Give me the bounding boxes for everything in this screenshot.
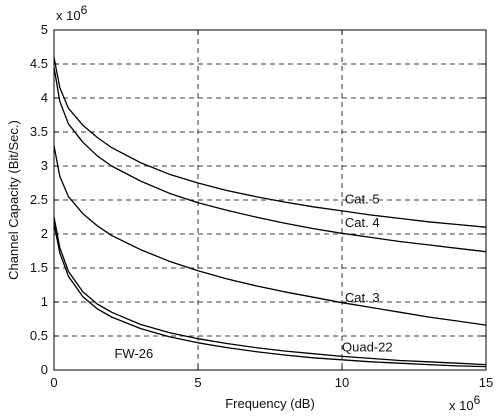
grid-lines: [54, 30, 486, 370]
tick-labels: 0 5 10 15 0 0.5 1 1.5 2 2.5 3 3.5 4 4.5 5: [30, 22, 493, 390]
series-annotation: Cat. 4: [345, 215, 380, 230]
series-line-fw-26: [53, 223, 487, 368]
x-tick-label: 0: [50, 375, 57, 390]
y-tick-label: 2: [41, 226, 48, 241]
series-line-cat-4: [53, 67, 487, 253]
y-tick-label: 4.5: [30, 56, 48, 71]
x-tick-label: 15: [479, 375, 493, 390]
y-tick-label: 3: [41, 158, 48, 173]
series-annotation: Cat. 3: [345, 290, 380, 305]
y-tick-label: 1: [41, 294, 48, 309]
series-annotations: Cat. 5 Cat. 4 Cat. 3 Quad-22 FW-26: [114, 191, 392, 360]
x-axis-label: Frequency (dB): [225, 396, 315, 411]
y-tick-label: 0: [41, 362, 48, 377]
x-tick-label: 5: [194, 375, 201, 390]
x-multiplier: x 106: [449, 393, 481, 413]
series-annotation: Quad-22: [342, 340, 393, 355]
series-line-cat-3: [53, 145, 487, 326]
y-tick-label: 1.5: [30, 260, 48, 275]
y-tick-label: 3.5: [30, 124, 48, 139]
y-tick-label: 5: [41, 22, 48, 37]
tick-marks: [53, 29, 487, 371]
y-tick-label: 0.5: [30, 328, 48, 343]
series-layer: [53, 57, 487, 368]
y-axis-label: Channel Capacity (Bit/Sec.): [6, 120, 21, 280]
series-line-quad-22: [53, 216, 487, 366]
y-tick-label: 2.5: [30, 192, 48, 207]
x-tick-label: 10: [335, 375, 349, 390]
series-line-cat-5: [53, 57, 487, 228]
y-multiplier: x 106: [56, 3, 88, 23]
series-annotation: Cat. 5: [345, 191, 380, 206]
series-annotation: FW-26: [114, 346, 153, 361]
y-tick-label: 4: [41, 90, 48, 105]
